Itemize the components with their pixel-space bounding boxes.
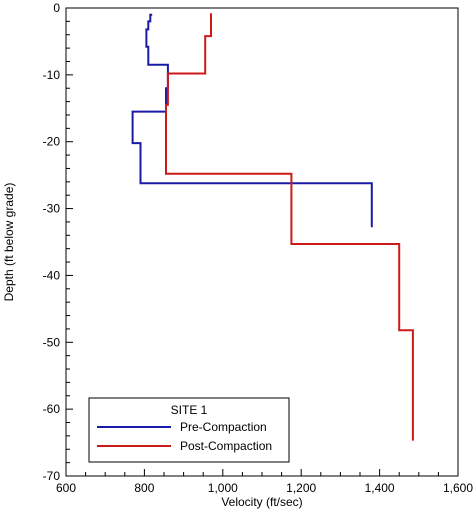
x-axis-ticks: 600 800 1,000 1,200 1,400 1,600 [56, 469, 473, 495]
y-axis-title: Depth (ft below grade) [2, 183, 16, 302]
x-tick-label: 600 [56, 481, 76, 495]
series-layer [131, 13, 414, 441]
legend-label-post-compaction: Post-Compaction [180, 439, 272, 453]
x-tick-label: 800 [134, 481, 154, 495]
plot-frame [65, 7, 459, 477]
y-tick-label: -60 [43, 402, 61, 416]
legend-box [88, 397, 290, 463]
series-line-post-compaction [165, 13, 414, 441]
x-tick-label: 1,200 [286, 481, 316, 495]
x-tick-label: 1,600 [443, 481, 473, 495]
y-tick-label: -10 [43, 68, 61, 82]
y-tick-label: -50 [43, 335, 61, 349]
series-line-pre-compaction [131, 13, 373, 228]
y-tick-label: -30 [43, 202, 61, 216]
y-axis-ticks: 0 -10 -20 -30 -40 -50 -60 -70 [43, 1, 73, 483]
x-tick-label: 1,000 [208, 481, 238, 495]
legend-label-pre-compaction: Pre-Compaction [180, 420, 267, 434]
x-tick-label: 1,400 [365, 481, 395, 495]
y-tick-label: -70 [43, 469, 61, 483]
legend: SITE 1 Pre-Compaction Post-Compaction [88, 397, 290, 463]
x-axis-title: Velocity (ft/sec) [221, 495, 302, 509]
legend-title: SITE 1 [171, 403, 208, 417]
y-tick-label: -20 [43, 135, 61, 149]
y-tick-label: 0 [53, 1, 60, 15]
y-tick-label: -40 [43, 268, 61, 282]
